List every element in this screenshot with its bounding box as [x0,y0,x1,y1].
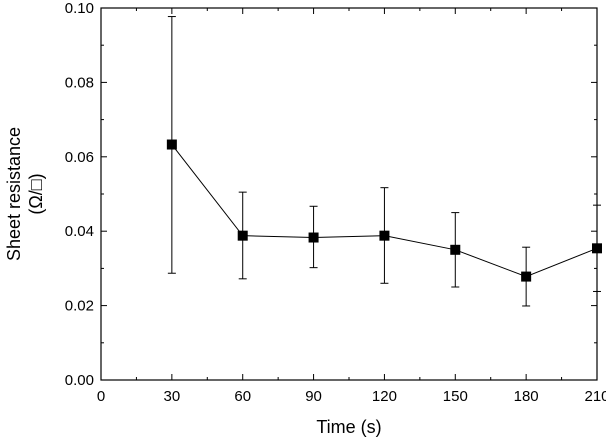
data-series [166,16,602,307]
plot-frame [100,7,598,381]
plot-border [100,7,598,381]
y-tick-label: 0.04 [65,223,94,240]
data-point [521,271,532,282]
data-point [450,244,461,255]
x-tick-label: 210 [584,388,606,405]
data-point [379,230,390,241]
y-axis-title-line-1: Sheet resistance [4,127,24,261]
y-tick-label: 0.02 [65,298,94,315]
x-tick-label: 90 [305,388,322,405]
y-tick-label: 0.00 [65,372,94,389]
y-axis-title-line-2: (Ω/□) [26,173,46,214]
y-axis-ticks: 0.00 0.02 0.04 0.06 0.08 0.10 [65,0,597,389]
x-tick-label: 30 [164,388,181,405]
data-point [308,232,319,243]
data-point [592,243,602,254]
x-tick-label: 60 [234,388,251,405]
y-tick-label: 0.08 [65,74,94,91]
x-tick-label: 120 [372,388,397,405]
y-tick-label: 0.10 [65,0,94,17]
x-axis-title: Time (s) [316,417,381,437]
x-tick-label: 0 [97,388,105,405]
data-point [237,230,248,241]
x-axis-ticks: 0 30 60 90 120 150 180 210 [97,8,606,405]
x-tick-label: 180 [514,388,539,405]
x-tick-label: 150 [443,388,468,405]
y-tick-label: 0.06 [65,149,94,166]
data-point [166,139,177,150]
